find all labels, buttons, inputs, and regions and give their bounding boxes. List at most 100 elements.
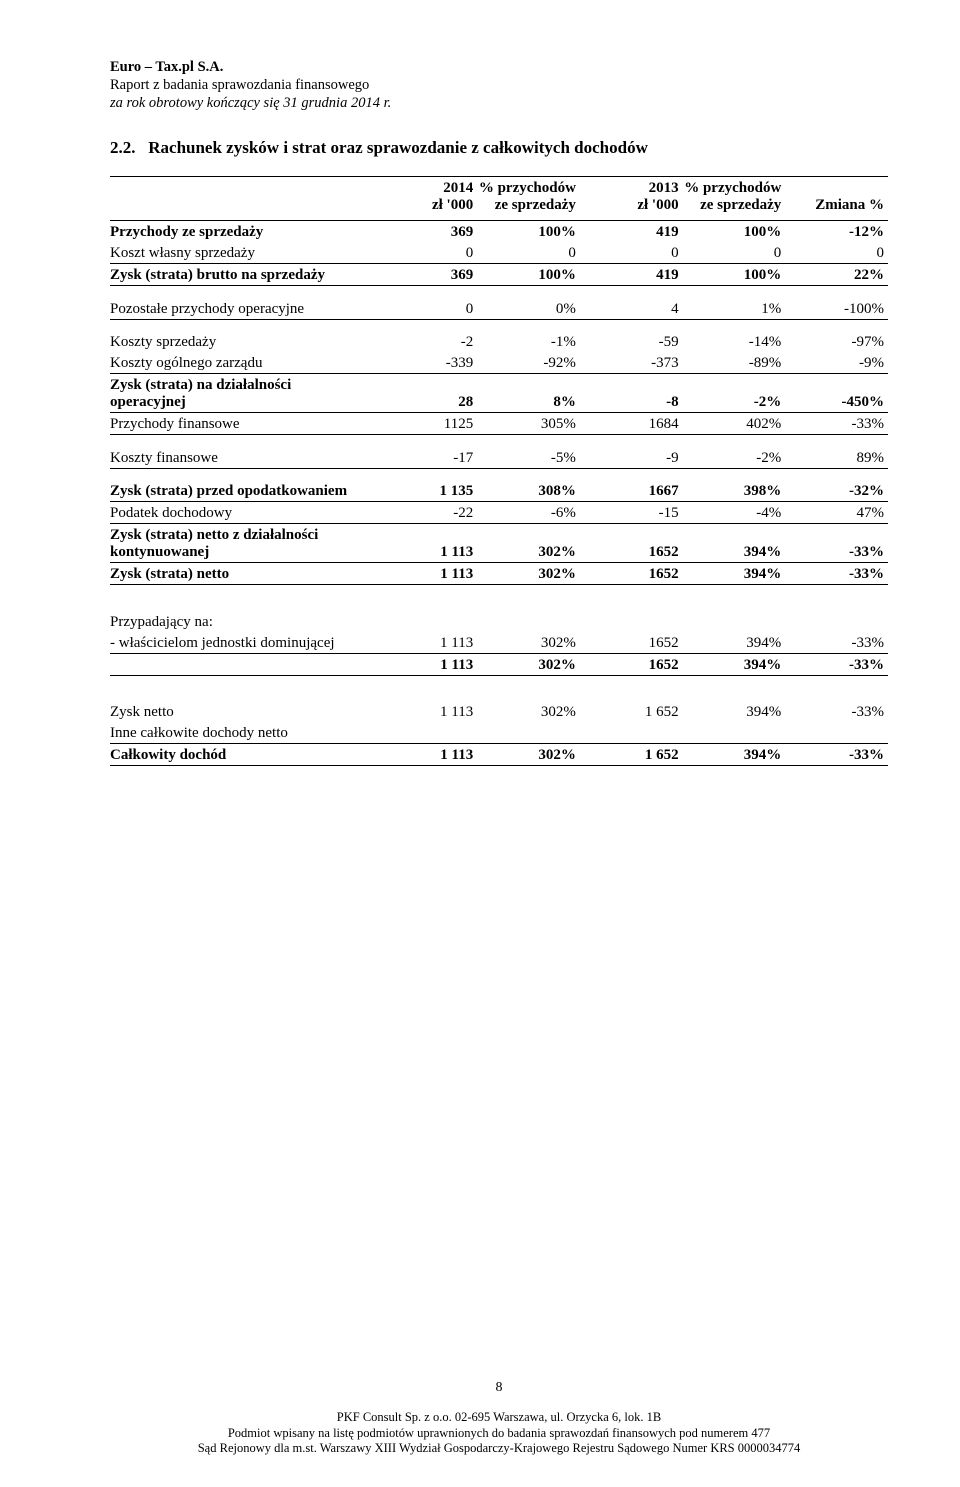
- row-value: -32%: [785, 480, 888, 502]
- row-value: 402%: [683, 413, 786, 435]
- row-value: 4: [580, 298, 683, 320]
- doc-header: Euro – Tax.pl S.A. Raport z badania spra…: [110, 58, 888, 112]
- row-value: 0: [375, 298, 478, 320]
- table-row: Pozostałe przychody operacyjne00%41%-100…: [110, 298, 888, 320]
- row-value: -17: [375, 447, 478, 469]
- row-label: Koszty finansowe: [110, 447, 375, 469]
- row-value: 302%: [477, 653, 580, 675]
- row-value: -4%: [683, 502, 786, 524]
- table-row: Koszt własny sprzedaży00000: [110, 242, 888, 264]
- row-value: 1 652: [580, 701, 683, 722]
- row-value: -9%: [785, 352, 888, 374]
- col-2013: 2013 zł '000: [580, 177, 683, 221]
- table-row: Przychody finansowe1125305%1684402%-33%: [110, 413, 888, 435]
- row-value: 302%: [477, 524, 580, 563]
- row-value: 0: [683, 242, 786, 264]
- row-value: -33%: [785, 632, 888, 654]
- row-label: Koszty ogólnego zarządu: [110, 352, 375, 374]
- attributable-label: Przypadający na:: [110, 611, 888, 632]
- row-value: 1667: [580, 480, 683, 502]
- row-value: -8: [580, 374, 683, 413]
- row-value: 22%: [785, 264, 888, 286]
- row-value: 1125: [375, 413, 478, 435]
- row-value: 100%: [477, 221, 580, 243]
- row-value: [785, 722, 888, 744]
- row-value: 100%: [683, 221, 786, 243]
- row-label: Koszt własny sprzedaży: [110, 242, 375, 264]
- row-value: 0: [477, 242, 580, 264]
- row-value: -2%: [683, 447, 786, 469]
- row-label: Zysk (strata) brutto na sprzedaży: [110, 264, 375, 286]
- row-value: 394%: [683, 563, 786, 585]
- row-value: 1652: [580, 524, 683, 563]
- row-value: 308%: [477, 480, 580, 502]
- row-value: -33%: [785, 563, 888, 585]
- row-value: 28: [375, 374, 478, 413]
- row-value: 1 113: [375, 563, 478, 585]
- row-value: -33%: [785, 524, 888, 563]
- row-value: 0: [785, 242, 888, 264]
- row-value: 1 113: [375, 653, 478, 675]
- row-value: 369: [375, 221, 478, 243]
- row-value: -450%: [785, 374, 888, 413]
- income-statement-table: 2014 zł '000 % przychodów ze sprzedaży 2…: [110, 176, 888, 766]
- table-row: Zysk (strata) przed opodatkowaniem1 1353…: [110, 480, 888, 502]
- row-label: Zysk (strata) netto z działalności konty…: [110, 524, 375, 563]
- row-label: Zysk netto: [110, 701, 375, 722]
- row-value: 0: [580, 242, 683, 264]
- row-value: -9: [580, 447, 683, 469]
- row-value: 1 113: [375, 744, 478, 766]
- table-row: Całkowity dochód1 113302%1 652394%-33%: [110, 744, 888, 766]
- table-row: Zysk (strata) na działalności operacyjne…: [110, 374, 888, 413]
- table-row: Przychody ze sprzedaży369100%419100%-12%: [110, 221, 888, 243]
- row-value: 0%: [477, 298, 580, 320]
- footer-line2: Podmiot wpisany na listę podmiotów upraw…: [110, 1426, 888, 1442]
- row-label: Podatek dochodowy: [110, 502, 375, 524]
- row-value: [580, 722, 683, 744]
- col-2014: 2014 zł '000: [375, 177, 478, 221]
- row-value: -33%: [785, 413, 888, 435]
- table-row: Podatek dochodowy-22-6%-15-4%47%: [110, 502, 888, 524]
- row-value: -14%: [683, 331, 786, 352]
- row-value: 89%: [785, 447, 888, 469]
- table-row: Zysk (strata) netto z działalności konty…: [110, 524, 888, 563]
- row-value: 305%: [477, 413, 580, 435]
- row-value: -373: [580, 352, 683, 374]
- row-value: -5%: [477, 447, 580, 469]
- row-value: -89%: [683, 352, 786, 374]
- row-label: Zysk (strata) na działalności operacyjne…: [110, 374, 375, 413]
- row-label: Inne całkowite dochody netto: [110, 722, 375, 744]
- footer-line3: Sąd Rejonowy dla m.st. Warszawy XIII Wyd…: [110, 1441, 888, 1457]
- row-value: -12%: [785, 221, 888, 243]
- row-label: Zysk (strata) przed opodatkowaniem: [110, 480, 375, 502]
- row-value: 1 113: [375, 632, 478, 654]
- row-value: 394%: [683, 524, 786, 563]
- row-label: Zysk (strata) netto: [110, 563, 375, 585]
- header-line3: za rok obrotowy kończący się 31 grudnia …: [110, 94, 888, 112]
- row-value: -33%: [785, 653, 888, 675]
- row-value: 1652: [580, 563, 683, 585]
- row-value: 1 652: [580, 744, 683, 766]
- row-value: 369: [375, 264, 478, 286]
- table-row: 1 113302%1652394%-33%: [110, 653, 888, 675]
- row-value: 100%: [683, 264, 786, 286]
- table-row: Zysk (strata) brutto na sprzedaży369 100%…: [110, 264, 888, 286]
- row-value: 398%: [683, 480, 786, 502]
- row-value: 1652: [580, 653, 683, 675]
- section-title: 2.2. Rachunek zysków i strat oraz sprawo…: [110, 138, 888, 158]
- row-value: 0: [375, 242, 478, 264]
- row-value: -2: [375, 331, 478, 352]
- row-value: [477, 722, 580, 744]
- row-value: 394%: [683, 653, 786, 675]
- row-value: -100%: [785, 298, 888, 320]
- row-value: 394%: [683, 744, 786, 766]
- section-title-text: Rachunek zysków i strat oraz sprawozdani…: [148, 138, 648, 157]
- row-value: 419: [580, 264, 683, 286]
- row-value: -59: [580, 331, 683, 352]
- row-value: -97%: [785, 331, 888, 352]
- row-value: 8%: [477, 374, 580, 413]
- row-value: 1 135: [375, 480, 478, 502]
- row-value: -33%: [785, 701, 888, 722]
- row-value: 302%: [477, 563, 580, 585]
- table-header-row: 2014 zł '000 % przychodów ze sprzedaży 2…: [110, 177, 888, 221]
